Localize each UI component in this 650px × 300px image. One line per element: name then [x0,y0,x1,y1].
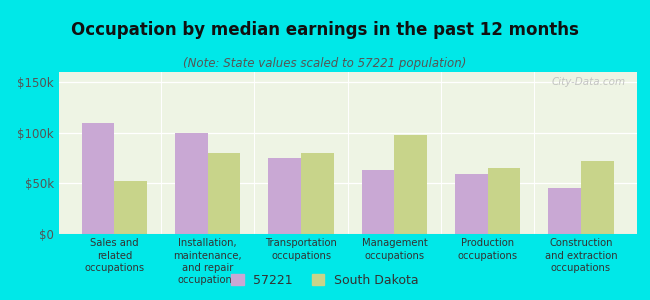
Bar [455,174,488,234]
Bar [208,153,240,234]
Bar [549,188,581,234]
Bar [581,161,614,234]
Bar [395,135,427,234]
Legend: 57221, South Dakota: 57221, South Dakota [227,270,422,291]
Bar [175,133,208,234]
Text: (Note: State values scaled to 57221 population): (Note: State values scaled to 57221 popu… [183,57,467,70]
Text: City-Data.com: City-Data.com [551,77,625,87]
Text: Occupation by median earnings in the past 12 months: Occupation by median earnings in the pas… [71,21,579,39]
Bar [82,123,114,234]
Bar [301,153,333,234]
Bar [114,181,147,234]
Bar [362,170,395,234]
Bar [488,168,521,234]
Bar [268,158,301,234]
